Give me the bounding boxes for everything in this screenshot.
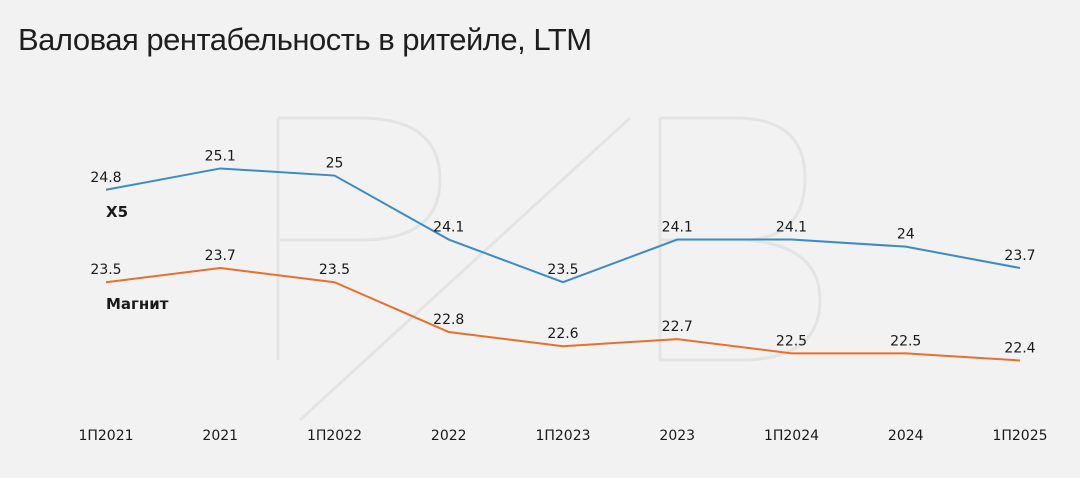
data-label: 22.4 <box>1004 340 1035 356</box>
series-name-label: Магнит <box>106 295 169 313</box>
data-label: 24.1 <box>662 220 693 236</box>
data-label: 25.1 <box>205 148 236 164</box>
x-tick-label: 1П2023 <box>535 428 590 444</box>
data-label: 24.8 <box>90 170 121 186</box>
series-lines <box>105 167 1021 362</box>
data-label: 24 <box>897 227 915 243</box>
x-axis-ticks: 1П2021 2021 1П2022 2022 1П2023 2023 1П2024 2024… <box>78 428 1047 444</box>
x-tick-label: 1П2024 <box>764 428 819 444</box>
data-label: 23.5 <box>90 262 121 278</box>
x-tick-label: 1П2022 <box>307 428 362 444</box>
x-tick-label: 1П2025 <box>992 428 1047 444</box>
series-name-label: X5 <box>106 203 128 221</box>
data-label: 22.6 <box>547 326 578 342</box>
data-label: 22.7 <box>662 319 693 335</box>
data-label: 23.7 <box>205 248 236 264</box>
data-label: 25 <box>326 156 344 172</box>
data-label: 23.5 <box>547 262 578 278</box>
data-label: 22.5 <box>890 333 921 349</box>
x-tick-label: 2022 <box>431 428 467 444</box>
value-labels: 24.8 25.1 25 24.1 23.5 24.1 24.1 24 23.7 23.5 23.7… <box>90 148 1035 356</box>
data-label: 23.7 <box>1004 248 1035 264</box>
x-tick-label: 2021 <box>202 428 238 444</box>
chart-title: Валовая рентабельность в ритейле, LTM <box>18 22 592 57</box>
data-label: 22.5 <box>776 333 807 349</box>
x-tick-label: 1П2021 <box>78 428 133 444</box>
series-names: X5 Магнит <box>106 203 169 313</box>
data-label: 24.1 <box>776 220 807 236</box>
x-tick-label: 2024 <box>888 428 924 444</box>
watermark-logo <box>276 116 822 422</box>
x-tick-label: 2023 <box>659 428 695 444</box>
data-label: 23.5 <box>319 262 350 278</box>
data-label: 22.8 <box>433 312 464 328</box>
data-label: 24.1 <box>433 220 464 236</box>
